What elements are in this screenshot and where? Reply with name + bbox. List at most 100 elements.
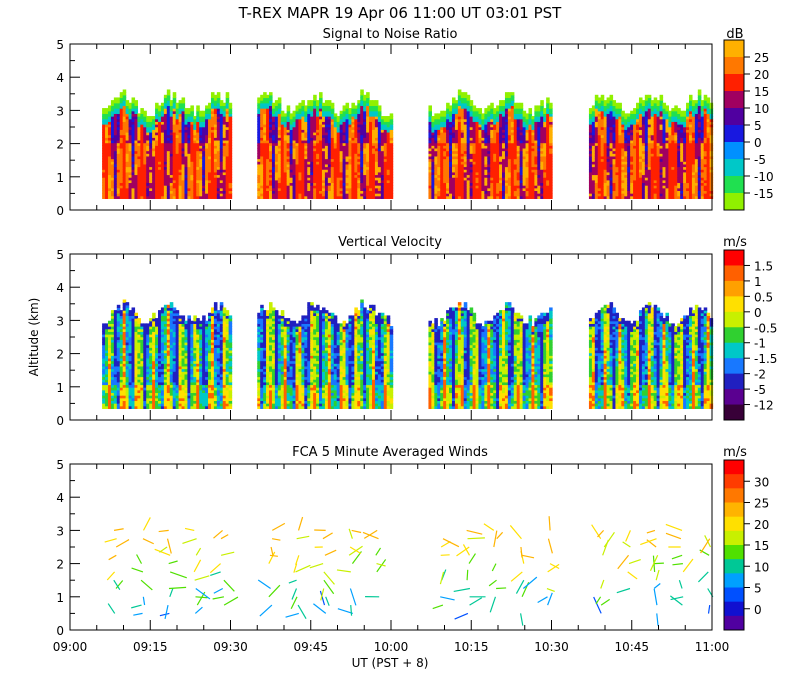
- data-cell: [283, 145, 288, 149]
- data-cell: [125, 190, 130, 194]
- data-cell: [339, 195, 344, 199]
- data-cell: [324, 142, 329, 146]
- data-cell: [155, 118, 159, 122]
- data-cell: [213, 147, 218, 152]
- data-cell: [271, 150, 276, 154]
- data-cell: [122, 108, 127, 112]
- data-cell: [228, 121, 233, 125]
- data-cell: [321, 187, 326, 192]
- data-cell: [122, 129, 127, 133]
- data-cell: [336, 187, 341, 192]
- data-cell: [263, 108, 267, 112]
- data-cell: [257, 174, 261, 178]
- data-cell: [193, 145, 197, 149]
- data-column: [134, 100, 139, 199]
- data-cell: [187, 169, 191, 173]
- data-cell: [110, 129, 115, 133]
- data-cell: [113, 116, 118, 120]
- data-cell: [389, 113, 394, 117]
- data-cell: [146, 193, 150, 197]
- data-cell: [143, 158, 147, 162]
- data-column: [125, 100, 130, 199]
- data-cell: [193, 169, 197, 173]
- data-cell: [149, 174, 153, 178]
- data-cell: [271, 134, 276, 138]
- data-cell: [158, 105, 162, 109]
- data-cell: [219, 174, 224, 178]
- data-cell: [125, 124, 130, 128]
- data-cell: [131, 182, 136, 186]
- data-cell: [222, 195, 227, 199]
- data-cell: [271, 155, 276, 160]
- data-cell: [178, 155, 183, 160]
- data-cell: [274, 150, 279, 154]
- data-cell: [286, 131, 291, 136]
- data-cell: [210, 110, 215, 114]
- data-cell: [327, 155, 332, 160]
- data-cell: [469, 100, 474, 104]
- data-cell: [196, 163, 200, 168]
- data-cell: [143, 126, 147, 130]
- data-cell: [113, 145, 118, 149]
- data-cell: [324, 100, 329, 104]
- data-cell: [336, 161, 341, 165]
- data-cell: [298, 169, 302, 173]
- data-cell: [213, 166, 218, 170]
- data-cell: [190, 179, 194, 184]
- data-cell: [313, 163, 317, 168]
- data-cell: [280, 139, 285, 144]
- data-cell: [158, 195, 162, 199]
- data-cell: [128, 113, 133, 117]
- data-cell: [313, 124, 317, 128]
- data-cell: [222, 124, 227, 128]
- data-cell: [119, 131, 124, 136]
- data-cell: [172, 161, 177, 165]
- data-cell: [219, 150, 224, 154]
- data-cell: [107, 155, 112, 160]
- data-cell: [271, 129, 276, 133]
- data-cell: [304, 177, 308, 181]
- data-cell: [196, 116, 200, 120]
- data-cell: [202, 195, 206, 199]
- data-cell: [304, 182, 308, 186]
- data-cell: [178, 195, 183, 199]
- data-cell: [266, 166, 270, 170]
- data-cell: [125, 116, 130, 120]
- data-cell: [190, 145, 194, 149]
- data-cell: [298, 108, 302, 112]
- data-cell: [205, 147, 209, 152]
- data-cell: [149, 150, 153, 154]
- data-cell: [330, 150, 335, 154]
- data-cell: [274, 105, 279, 109]
- data-cell: [107, 158, 112, 162]
- data-cell: [292, 161, 297, 165]
- data-column: [228, 102, 233, 199]
- data-cell: [283, 195, 288, 199]
- data-column: [260, 94, 264, 199]
- data-cell: [280, 116, 285, 120]
- data-cell: [310, 163, 314, 168]
- data-cell: [289, 158, 294, 162]
- data-cell: [257, 97, 261, 101]
- data-cell: [222, 182, 227, 186]
- data-cell: [219, 190, 224, 194]
- data-cell: [307, 147, 311, 152]
- data-cell: [225, 182, 230, 186]
- data-cell: [116, 105, 121, 109]
- data-cell: [295, 190, 300, 194]
- data-cell: [134, 129, 139, 133]
- data-cell: [152, 150, 156, 154]
- data-cell: [181, 131, 186, 136]
- data-cell: [298, 129, 302, 133]
- data-cell: [119, 153, 124, 157]
- data-column: [216, 92, 221, 199]
- data-cell: [134, 187, 139, 192]
- data-cell: [102, 110, 106, 114]
- data-cell: [193, 182, 197, 186]
- data-cell: [301, 158, 305, 162]
- data-cell: [310, 108, 314, 112]
- data-cell: [313, 102, 317, 107]
- data-cell: [152, 153, 156, 157]
- data-cell: [310, 134, 314, 138]
- data-cell: [307, 129, 311, 133]
